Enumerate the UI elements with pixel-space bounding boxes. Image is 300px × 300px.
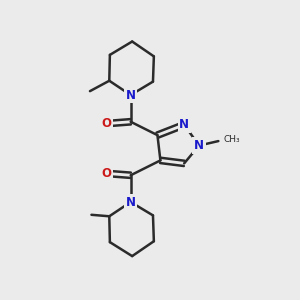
Text: O: O bbox=[101, 117, 111, 130]
Text: CH₃: CH₃ bbox=[224, 135, 240, 144]
Text: N: N bbox=[194, 139, 204, 152]
Text: N: N bbox=[126, 88, 136, 101]
Text: N: N bbox=[126, 196, 136, 208]
Text: O: O bbox=[101, 167, 111, 180]
Text: N: N bbox=[179, 118, 189, 131]
